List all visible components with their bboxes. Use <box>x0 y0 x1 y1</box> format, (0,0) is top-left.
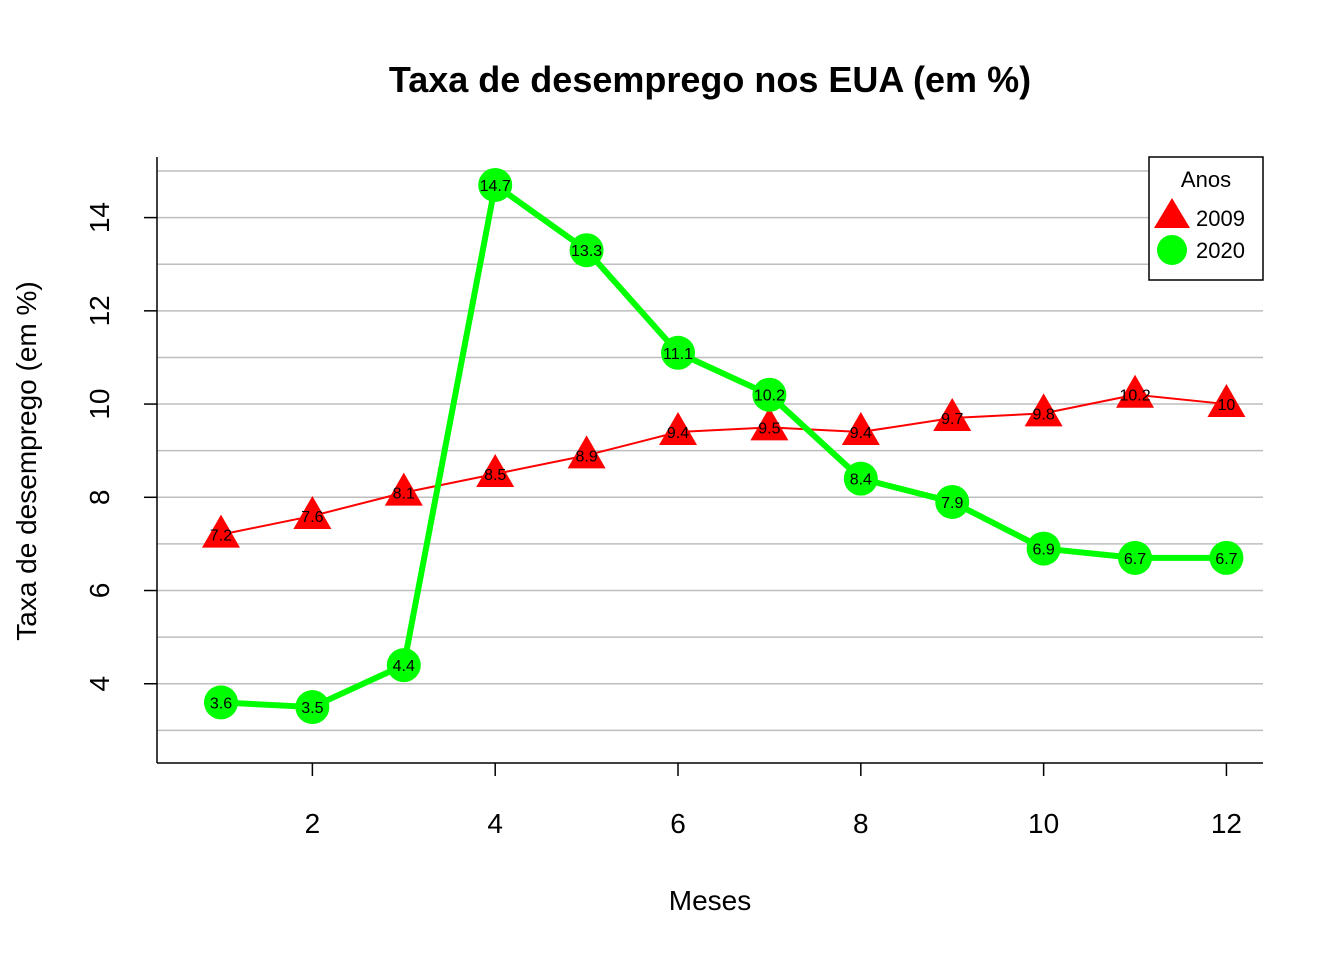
grid-lines <box>157 170 1263 732</box>
legend-label-2020: 2020 <box>1196 238 1245 263</box>
data-point-triangle <box>1207 384 1246 418</box>
legend-triangle-icon <box>1154 198 1190 228</box>
data-point-circle <box>569 233 604 268</box>
series-2009: 7.2 7.6 8.1 8.5 8.9 9.4 9.5 9.4 9.7 9.8 10.2 10 <box>201 374 1246 548</box>
y-tick-label: 8 <box>84 490 115 506</box>
data-point-circle <box>752 377 787 412</box>
x-axis-ticks: 2 4 6 8 10 12 <box>305 763 1242 839</box>
data-label: 3.6 <box>210 695 232 712</box>
data-label: 7.9 <box>941 495 963 512</box>
data-point-triangle <box>567 435 606 469</box>
data-label: 9.7 <box>941 411 963 428</box>
data-point-triangle <box>933 398 972 432</box>
data-label: 3.5 <box>301 700 323 717</box>
x-tick-label: 10 <box>1028 808 1059 839</box>
data-label: 9.4 <box>667 425 689 442</box>
y-tick-label: 10 <box>84 388 115 419</box>
x-tick-label: 8 <box>853 808 869 839</box>
data-label: 6.7 <box>1215 551 1237 568</box>
data-point-triangle <box>476 453 515 487</box>
data-point-circle <box>1026 531 1061 566</box>
data-label: 7.2 <box>210 528 232 545</box>
data-label: 10.2 <box>754 388 785 405</box>
data-point-circle <box>661 335 696 370</box>
data-point-triangle <box>201 514 240 548</box>
data-point-triangle <box>293 495 332 529</box>
data-label: 10 <box>1218 397 1236 414</box>
data-point-circle <box>203 685 238 720</box>
data-label: 8.5 <box>484 467 506 484</box>
data-label: 4.4 <box>393 658 415 675</box>
data-point-triangle <box>750 407 789 441</box>
data-point-triangle <box>659 412 698 446</box>
y-tick-label: 12 <box>84 295 115 326</box>
data-point-triangle <box>841 412 880 446</box>
legend: Anos 2009 2020 <box>1148 156 1264 281</box>
data-label: 8.9 <box>575 448 597 465</box>
legend-title: Anos <box>1181 167 1231 192</box>
y-tick-label: 6 <box>84 583 115 599</box>
data-point-circle <box>843 461 878 496</box>
data-point-triangle <box>1024 393 1063 427</box>
data-label: 8.1 <box>393 486 415 503</box>
data-label: 11.1 <box>663 346 693 363</box>
y-tick-label: 14 <box>84 202 115 233</box>
axes <box>156 157 1263 764</box>
data-label: 9.4 <box>850 425 872 442</box>
data-point-circle <box>478 167 513 202</box>
y-axis-label: Taxa de desemprego (em %) <box>11 281 42 641</box>
series-line-2009 <box>220 393 1227 536</box>
data-label: 9.8 <box>1033 406 1055 423</box>
legend-label-2009: 2009 <box>1196 206 1245 231</box>
data-label: 14.7 <box>480 178 511 195</box>
x-axis-label: Meses <box>669 885 751 916</box>
data-point-triangle <box>1116 374 1155 408</box>
x-tick-label: 2 <box>305 808 321 839</box>
data-label: 10.2 <box>1119 388 1150 405</box>
data-point-circle <box>935 484 970 519</box>
series-2020: 3.6 3.5 4.4 14.7 13.3 11.1 10.2 8.4 7.9 6.9 6.7 6.7 <box>203 167 1244 725</box>
data-label: 7.6 <box>301 509 323 526</box>
legend-circle-icon <box>1157 235 1187 265</box>
data-point-circle <box>1209 540 1244 575</box>
data-point-circle <box>295 690 330 725</box>
x-tick-label: 6 <box>670 808 686 839</box>
x-tick-label: 4 <box>487 808 503 839</box>
chart-title: Taxa de desemprego nos EUA (em %) <box>389 59 1031 100</box>
data-label: 13.3 <box>571 243 602 260</box>
y-tick-label: 4 <box>84 676 115 692</box>
data-label: 6.9 <box>1033 542 1055 559</box>
data-label: 9.5 <box>758 420 780 437</box>
data-point-circle <box>386 648 421 683</box>
data-label: 8.4 <box>850 472 872 489</box>
data-point-circle <box>1118 540 1153 575</box>
data-point-triangle <box>384 472 423 506</box>
data-label: 6.7 <box>1124 551 1146 568</box>
x-tick-label: 12 <box>1211 808 1242 839</box>
y-axis-ticks: 4 6 8 10 12 14 <box>84 202 157 692</box>
series-line-2020 <box>220 181 1227 711</box>
